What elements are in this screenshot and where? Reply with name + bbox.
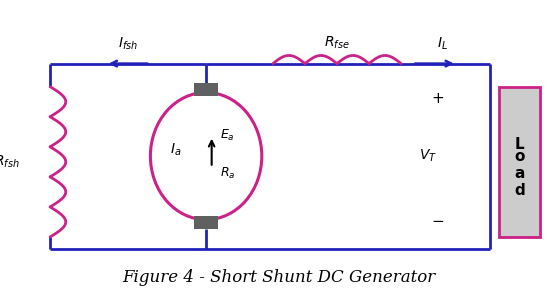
Text: L: L: [515, 137, 524, 152]
Text: $I_{fsh}$: $I_{fsh}$: [118, 36, 138, 52]
Text: $I_L$: $I_L$: [437, 36, 448, 52]
Text: $-$: $-$: [431, 212, 444, 227]
Text: o: o: [514, 149, 525, 164]
Text: d: d: [514, 183, 525, 198]
Text: $R_a$: $R_a$: [220, 166, 236, 181]
Text: $I_a$: $I_a$: [169, 142, 181, 158]
Bar: [194, 216, 218, 229]
Text: $+$: $+$: [431, 91, 444, 106]
Text: $R_{fse}$: $R_{fse}$: [324, 34, 350, 51]
Text: a: a: [514, 166, 525, 181]
Bar: [499, 87, 540, 237]
Text: $R_{fsh}$: $R_{fsh}$: [0, 154, 19, 170]
Text: $E_a$: $E_a$: [220, 128, 234, 143]
Bar: [194, 83, 218, 96]
Text: $V_T$: $V_T$: [419, 148, 437, 164]
Text: Figure 4 - Short Shunt DC Generator: Figure 4 - Short Shunt DC Generator: [122, 269, 435, 286]
